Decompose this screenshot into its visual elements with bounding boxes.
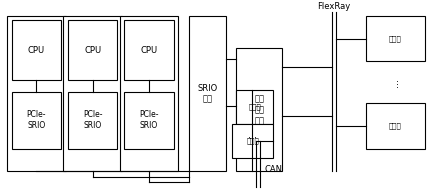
Text: CPU: CPU bbox=[140, 46, 158, 55]
Text: 傳感器: 傳感器 bbox=[389, 35, 402, 42]
Bar bbox=[366, 16, 424, 62]
Text: 傳感器: 傳感器 bbox=[249, 104, 261, 110]
Bar bbox=[12, 92, 61, 149]
Bar bbox=[7, 16, 66, 171]
Text: ...: ... bbox=[248, 130, 257, 140]
Text: CPU: CPU bbox=[84, 46, 101, 55]
Text: PCIe-
SRIO: PCIe- SRIO bbox=[26, 110, 46, 130]
Bar bbox=[232, 124, 273, 158]
Text: ...: ... bbox=[391, 78, 401, 87]
Text: CAN: CAN bbox=[265, 165, 283, 174]
Text: 傳感器: 傳感器 bbox=[247, 138, 259, 144]
Bar bbox=[189, 16, 226, 171]
Bar bbox=[124, 20, 174, 80]
Text: PCIe-
SRIO: PCIe- SRIO bbox=[139, 110, 158, 130]
Text: 總線
接口
單元: 總線 接口 單元 bbox=[254, 94, 264, 125]
Bar bbox=[124, 92, 174, 149]
Bar bbox=[237, 90, 273, 124]
Bar bbox=[68, 20, 118, 80]
Bar bbox=[63, 16, 122, 171]
Bar bbox=[366, 103, 424, 149]
Text: CPU: CPU bbox=[28, 46, 45, 55]
Text: SRIO
交換: SRIO 交換 bbox=[197, 84, 217, 104]
Text: 傳感器: 傳感器 bbox=[389, 123, 402, 129]
Bar bbox=[12, 20, 61, 80]
Bar bbox=[68, 92, 118, 149]
Bar bbox=[120, 16, 178, 171]
Text: FlexRay: FlexRay bbox=[317, 2, 350, 11]
Text: PCIe-
SRIO: PCIe- SRIO bbox=[83, 110, 102, 130]
Bar bbox=[237, 48, 282, 171]
